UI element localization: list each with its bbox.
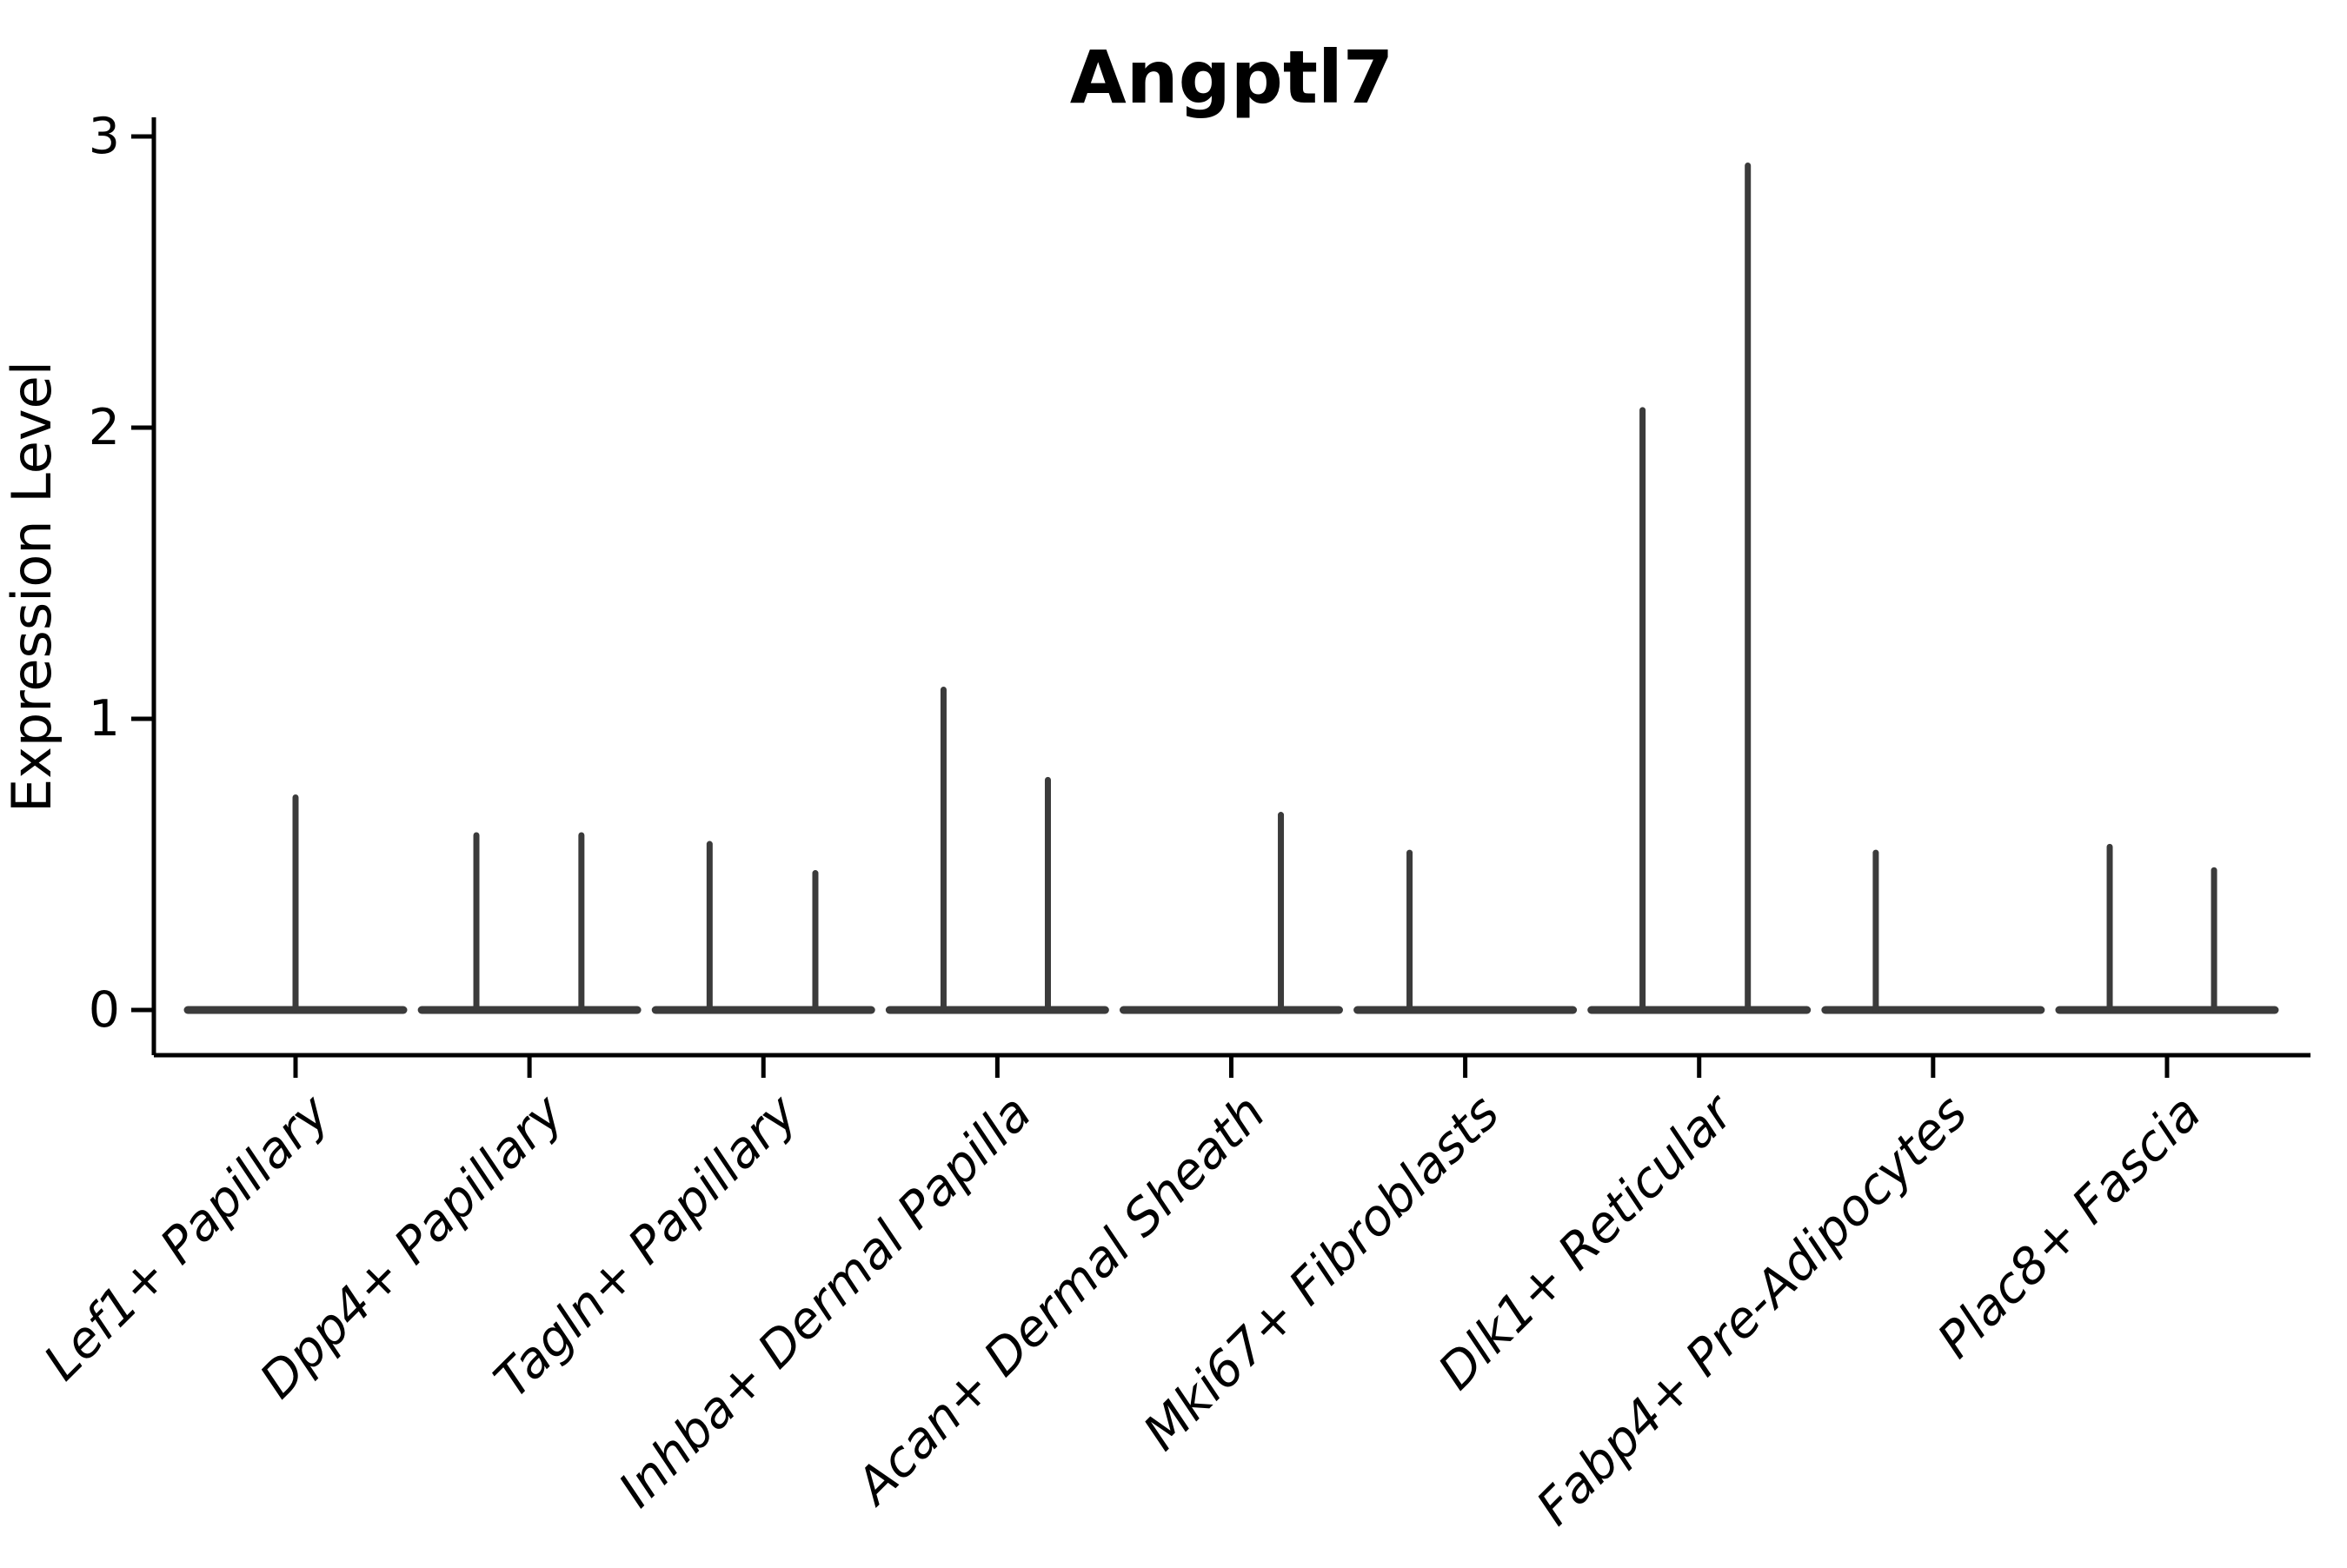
x-category-label: Fabp4+ Pre-Adipocytes [1526,1084,1978,1536]
y-tick-label: 0 [89,981,120,1039]
violins [183,163,2279,1014]
violin [2055,843,2279,1014]
violin [1353,849,1578,1014]
x-category-label: Acan+ Dermal Sheath [843,1084,1276,1517]
violin [183,794,408,1014]
violin [1587,163,1812,1014]
y-tick-label: 3 [89,108,120,165]
violin [651,840,875,1014]
x-category-label: Inhba+ Dermal Papilla [608,1084,1042,1518]
violin [417,832,642,1014]
violin [1821,849,2045,1014]
y-axis-label: Expression Level [0,361,63,813]
violin [1119,812,1343,1014]
y-axis-ticks: 0 1 2 3 [89,108,154,1039]
y-tick-label: 2 [89,399,120,456]
x-axis-ticks [293,1055,2170,1078]
chart-title: Angptl7 [1070,35,1393,120]
violin [885,687,1109,1014]
y-tick-label: 1 [89,690,120,747]
